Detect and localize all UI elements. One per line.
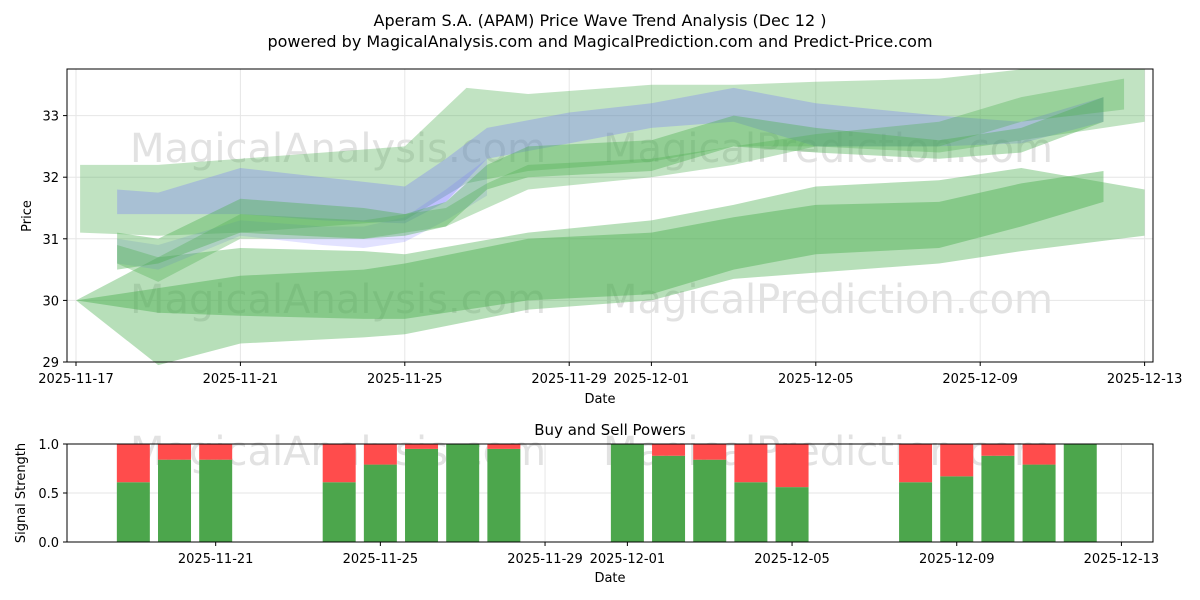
power-ytick-label: 0.5	[38, 487, 59, 502]
buy-bar	[446, 444, 480, 542]
buy-bar	[610, 444, 644, 542]
price-xtick-label: 2025-11-17	[38, 372, 114, 387]
price-band-blue-lower	[117, 158, 487, 270]
buy-bar	[775, 487, 809, 542]
power-ytick-label: 1.0	[38, 438, 59, 453]
watermark: MagicalPrediction.com	[603, 126, 1053, 172]
sell-bar	[116, 444, 150, 483]
price-xtick-label: 2025-11-29	[531, 372, 607, 387]
chart-title: Aperam S.A. (APAM) Price Wave Trend Anal…	[374, 11, 827, 30]
price-ytick-label: 32	[42, 171, 59, 186]
sell-bar	[1022, 444, 1056, 465]
sell-bar	[734, 444, 768, 483]
price-axes: 2025-11-17 2025-11-21 2025-11-25 2025-11-29…	[38, 110, 1182, 387]
power-xtick-label: 2025-12-09	[919, 552, 995, 567]
price-band-wide-lower	[76, 167, 1145, 366]
buy-bar	[1063, 444, 1097, 542]
buy-bar	[940, 476, 974, 542]
sell-bar	[981, 444, 1015, 456]
price-xlabel: Date	[584, 392, 615, 407]
sell-bar	[899, 444, 933, 483]
watermark: MagicalPrediction.com	[603, 277, 1053, 323]
price-plot-frame	[66, 68, 1154, 363]
sell-bar	[405, 444, 439, 449]
power-xtick-label: 2025-11-21	[178, 552, 254, 567]
power-xlabel: Date	[594, 571, 625, 586]
power-xtick-label: 2025-11-25	[343, 552, 419, 567]
watermark: MagicalAnalysis.com	[130, 277, 546, 323]
sell-bar	[940, 444, 974, 477]
buy-bar	[899, 482, 933, 542]
price-ytick-label: 29	[42, 356, 59, 371]
buy-bar	[199, 459, 233, 542]
sell-bar	[158, 444, 192, 460]
sell-bar	[487, 444, 521, 449]
buy-bar	[1022, 464, 1056, 542]
buy-bar	[322, 482, 356, 542]
sell-bar	[363, 444, 397, 465]
sell-bar	[652, 444, 686, 456]
price-band-green-mid-1	[117, 97, 1104, 270]
buy-bar	[734, 482, 768, 542]
buy-bar	[981, 455, 1015, 542]
buy-bar	[487, 448, 521, 542]
power-axes: 2025-11-21 2025-11-25 2025-11-29 2025-12-01…	[38, 438, 1159, 567]
buy-bar	[363, 464, 397, 542]
buy-bar	[405, 448, 439, 542]
price-band-wide-upper	[80, 69, 1145, 236]
price-xtick-label: 2025-11-21	[203, 372, 279, 387]
sell-bar	[322, 444, 356, 483]
sell-bar	[199, 444, 233, 460]
power-xtick-label: 2025-12-13	[1084, 552, 1160, 567]
price-ylabel: Price	[20, 200, 35, 232]
price-band-blue-upper	[117, 87, 1104, 224]
price-xtick-label: 2025-12-01	[614, 372, 690, 387]
power-title: Buy and Sell Powers	[534, 421, 686, 439]
buy-bar	[158, 459, 192, 542]
power-ylabel: Signal Strength	[14, 443, 29, 543]
price-xtick-label: 2025-11-25	[367, 372, 443, 387]
power-xtick-label: 2025-11-29	[507, 552, 583, 567]
chart-subtitle: powered by MagicalAnalysis.com and Magic…	[267, 32, 932, 51]
price-xtick-label: 2025-12-05	[778, 372, 854, 387]
price-xtick-label: 2025-12-09	[942, 372, 1018, 387]
price-band-core-lower	[76, 171, 1104, 319]
power-xtick-label: 2025-12-01	[590, 552, 666, 567]
price-band-green-mid-2	[117, 78, 1125, 282]
buy-bar	[693, 459, 727, 542]
power-xtick-label: 2025-12-05	[754, 552, 830, 567]
buy-bar	[652, 455, 686, 542]
buy-bar	[116, 482, 150, 542]
watermark: MagicalAnalysis.com	[130, 126, 546, 172]
price-ytick-label: 33	[42, 110, 59, 125]
power-bars	[116, 444, 1097, 542]
sell-bar	[693, 444, 727, 460]
price-ytick-label: 30	[42, 294, 59, 309]
price-xtick-label: 2025-12-13	[1107, 372, 1183, 387]
power-ytick-label: 0.0	[38, 536, 59, 551]
price-ytick-label: 31	[42, 233, 59, 248]
sell-bar	[775, 444, 809, 488]
price-bands	[76, 69, 1145, 366]
